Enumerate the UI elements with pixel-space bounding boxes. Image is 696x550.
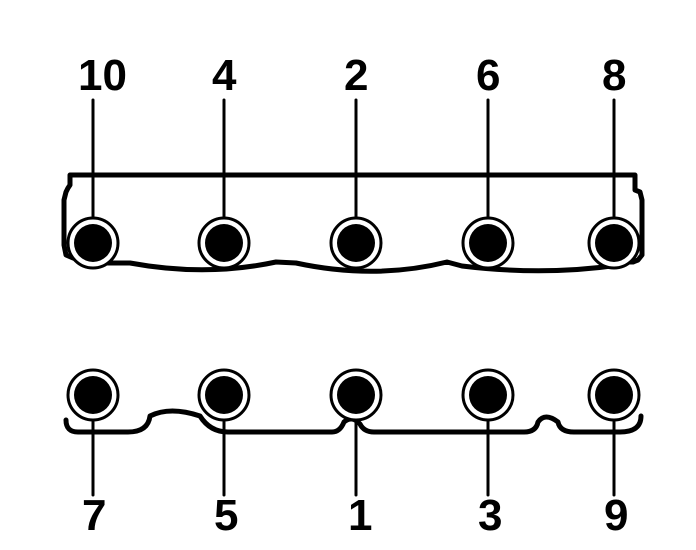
bolt-10-label: 10 [78, 51, 127, 100]
bolt-4-label: 4 [212, 51, 237, 100]
bolt-9-core [595, 376, 633, 414]
bolt-7 [68, 370, 118, 420]
diagram-canvas: 10 4 2 6 8 7 5 1 3 9 [0, 0, 696, 550]
bolt-8-label: 8 [602, 51, 626, 100]
bolt-2 [331, 218, 381, 268]
bolt-6 [463, 218, 513, 268]
bolt-6-label: 6 [476, 51, 500, 100]
bolt-3-core [469, 376, 507, 414]
bolt-10 [68, 218, 118, 268]
bolt-4 [199, 218, 249, 268]
bolt-2-core [337, 224, 375, 262]
bolt-5-core [205, 376, 243, 414]
bolt-9-label: 9 [604, 491, 628, 540]
bolt-1-label: 1 [348, 491, 372, 540]
bolt-1-core [337, 376, 375, 414]
bolt-4-core [205, 224, 243, 262]
bolt-7-core [74, 376, 112, 414]
bolt-8-core [595, 224, 633, 262]
bolt-5-label: 5 [214, 491, 238, 540]
bolt-3 [463, 370, 513, 420]
bolt-10-core [74, 224, 112, 262]
bolt-8 [589, 218, 639, 268]
bolt-2-label: 2 [344, 51, 368, 100]
bolt-9 [589, 370, 639, 420]
bolt-7-label: 7 [82, 491, 106, 540]
bolt-1 [331, 370, 381, 420]
bolt-6-core [469, 224, 507, 262]
bolt-3-label: 3 [478, 491, 502, 540]
bolt-5 [199, 370, 249, 420]
